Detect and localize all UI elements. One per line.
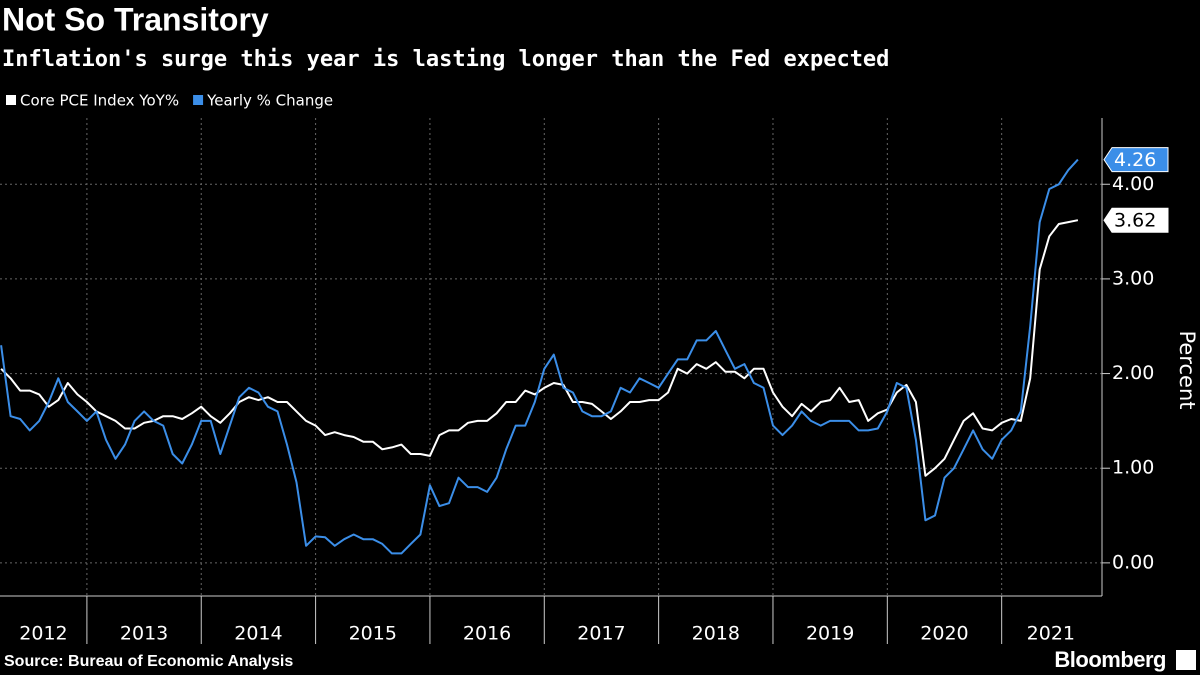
x-tick-label: 2020 (920, 623, 968, 645)
value-label: 3.62 (1114, 210, 1156, 232)
x-tick-label: 2013 (120, 623, 168, 645)
value-tag (1103, 207, 1169, 233)
chart-subtitle: Inflation's surge this year is lasting l… (2, 47, 889, 72)
legend-swatch (193, 95, 204, 105)
source: Source: Bureau of Economic Analysis (4, 653, 293, 670)
x-tick-label: 2021 (1027, 623, 1075, 645)
brand-icon (1176, 650, 1196, 670)
y-tick-label: 2.00 (1112, 362, 1154, 384)
brand: Bloomberg (1054, 647, 1166, 672)
legend-label: Yearly % Change (206, 92, 333, 110)
chart-title: Not So Transitory (2, 1, 269, 37)
x-tick-label: 2014 (234, 623, 282, 645)
x-tick-label: 2017 (577, 623, 625, 645)
series-line (0, 219, 1079, 477)
y-axis-label: Percent (1175, 330, 1199, 409)
value-tag (1103, 147, 1169, 173)
y-tick-label: 4.00 (1112, 173, 1154, 195)
legend-swatch (6, 95, 16, 105)
y-tick-label: 1.00 (1112, 457, 1154, 479)
y-tick-label: 3.00 (1112, 267, 1154, 289)
x-tick-label: 2016 (463, 623, 511, 645)
x-tick-label: 2015 (349, 623, 397, 645)
x-tick-label: 2019 (806, 623, 854, 645)
value-label: 4.26 (1114, 149, 1156, 171)
y-tick-label: 0.00 (1112, 551, 1154, 573)
x-tick-label: 2012 (19, 623, 67, 645)
x-tick-label: 2018 (692, 623, 740, 645)
legend-label: Core PCE Index YoY% (20, 92, 179, 110)
series-line (0, 158, 1079, 555)
